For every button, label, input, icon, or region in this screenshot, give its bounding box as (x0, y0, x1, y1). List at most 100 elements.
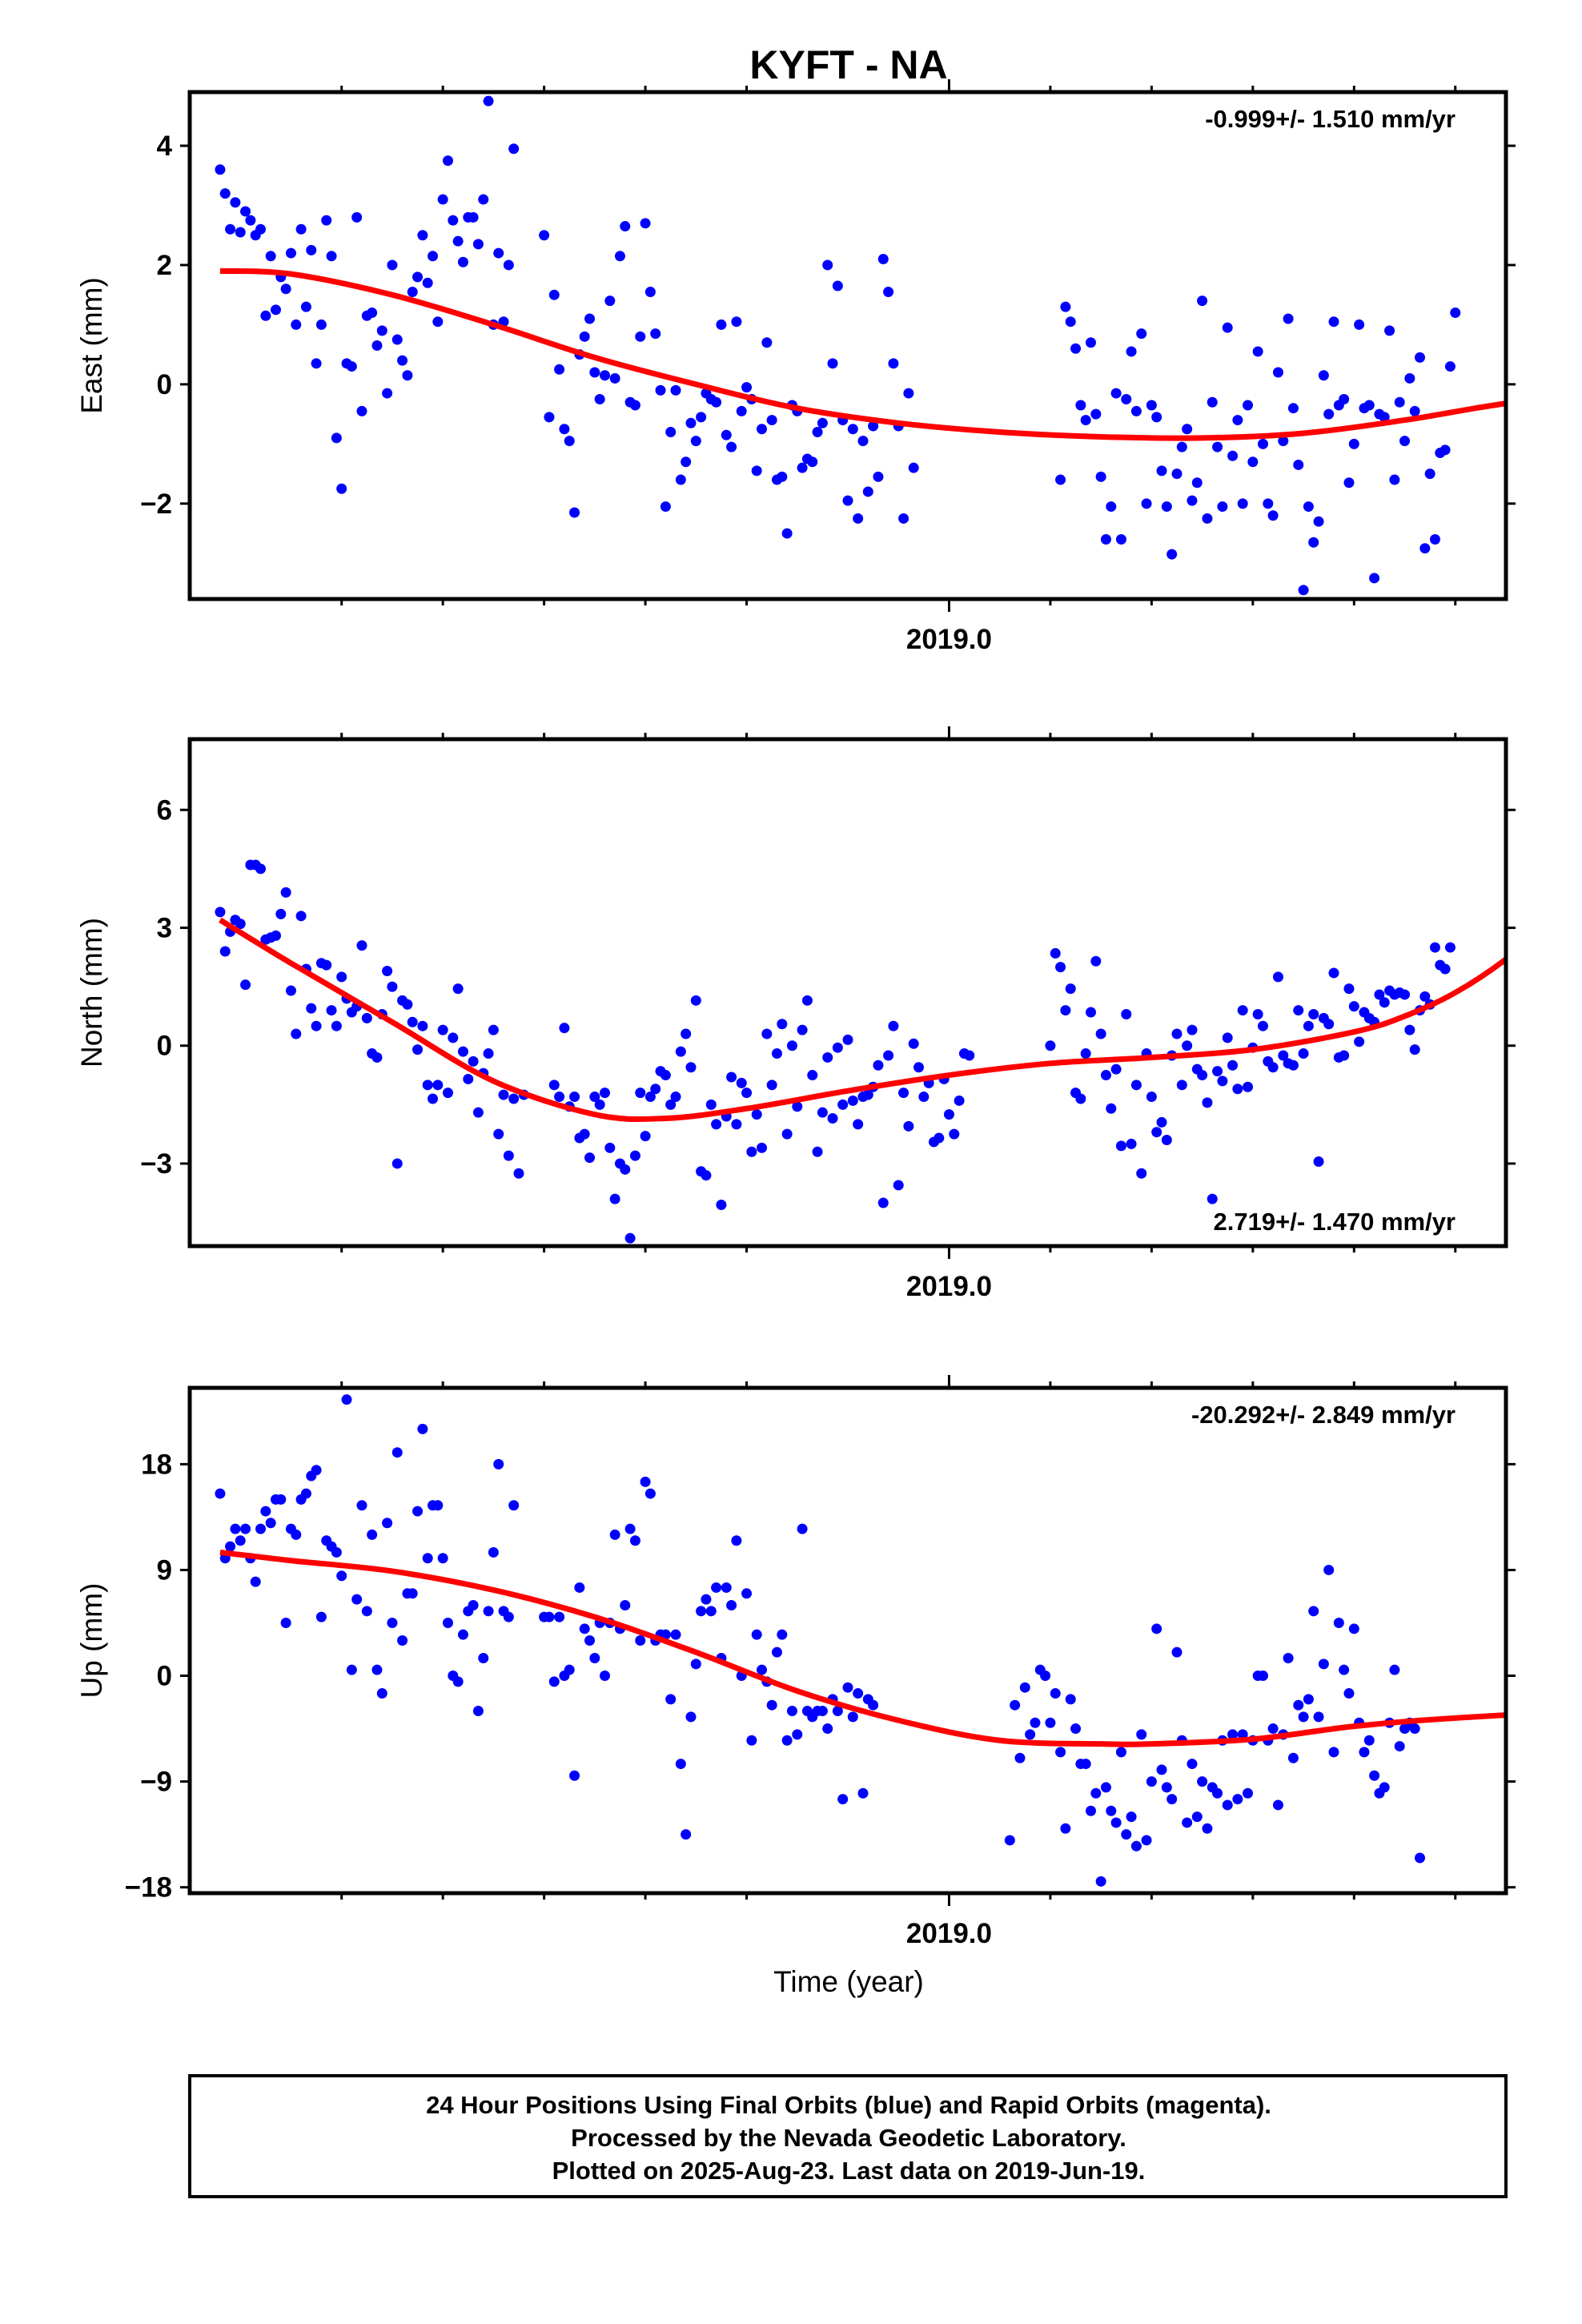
data-point (690, 436, 701, 447)
data-point (797, 1024, 808, 1035)
data-point (1287, 403, 1299, 414)
data-point (1171, 468, 1182, 480)
data-point (746, 1146, 757, 1157)
data-point (1106, 501, 1117, 513)
data-point (857, 1787, 869, 1799)
data-point (230, 197, 241, 208)
data-point (265, 251, 276, 262)
data-point (1293, 459, 1304, 470)
data-point (949, 1128, 960, 1140)
data-point (219, 946, 231, 957)
data-point (665, 426, 677, 437)
data-point (442, 155, 453, 167)
data-point (801, 995, 813, 1006)
data-point (311, 1020, 322, 1031)
data-point (1095, 1876, 1106, 1887)
data-point (842, 495, 853, 506)
data-point (1045, 1040, 1056, 1051)
data-point (655, 384, 666, 396)
data-point (280, 283, 291, 295)
data-point (1182, 1817, 1193, 1828)
data-point (817, 1107, 828, 1118)
data-point (493, 1128, 504, 1140)
data-point (1389, 474, 1400, 485)
data-point (376, 1688, 387, 1699)
data-point (432, 1080, 444, 1091)
panel-up: 18 9 0 −9 −18 2019.0 Up (mm) -20.292+/- 2.849 m… (75, 1375, 1516, 1949)
data-point (1136, 1729, 1147, 1740)
data-point (341, 1394, 352, 1405)
data-point (1141, 498, 1152, 509)
data-point (832, 1042, 843, 1053)
data-point (868, 1699, 879, 1711)
data-point (1025, 1729, 1036, 1740)
data-point (620, 1164, 631, 1175)
data-point (726, 1072, 737, 1083)
data-point (1293, 1005, 1304, 1016)
data-point (285, 247, 296, 259)
data-point (1409, 1044, 1420, 1055)
data-point (888, 1020, 899, 1031)
data-point (1095, 471, 1106, 482)
data-point (448, 215, 459, 226)
data-point (853, 1688, 864, 1699)
data-point (1576, 287, 1582, 297)
data-point (255, 1523, 267, 1534)
data-point (786, 1040, 797, 1051)
data-point (569, 507, 580, 518)
data-point (1369, 573, 1380, 584)
data-point (766, 1699, 777, 1711)
data-point (371, 1664, 383, 1675)
data-point (1313, 516, 1324, 527)
data-point (1354, 1036, 1365, 1047)
data-point (629, 400, 640, 411)
data-point (761, 337, 773, 348)
data-point (862, 486, 873, 497)
data-point (225, 223, 236, 235)
data-point (235, 1535, 246, 1546)
data-point (503, 259, 514, 271)
data-point (1065, 316, 1076, 328)
data-point (1308, 1008, 1319, 1019)
data-point (1348, 1623, 1359, 1634)
data-point (1151, 1127, 1162, 1138)
data-point (726, 441, 737, 452)
data-point (1010, 1699, 1021, 1711)
data-point (903, 1120, 914, 1132)
data-point (746, 1735, 757, 1746)
data-point (1339, 1050, 1350, 1061)
data-point (356, 1500, 367, 1511)
data-point (1333, 1617, 1344, 1628)
data-point (331, 1020, 342, 1031)
data-point (391, 334, 403, 345)
data-point (1243, 1081, 1254, 1092)
data-point (478, 194, 489, 205)
data-points (215, 1394, 1426, 1887)
data-point (1050, 1688, 1061, 1699)
data-point (1121, 1008, 1132, 1019)
data-point (1156, 1116, 1167, 1128)
data-point (1090, 1787, 1102, 1799)
data-point (731, 1119, 742, 1130)
data-point (635, 1635, 646, 1646)
data-point (1207, 1193, 1218, 1204)
data-point (1227, 1059, 1239, 1071)
data-point (1415, 352, 1426, 363)
data-point (1060, 1823, 1071, 1834)
data-point (685, 417, 697, 428)
data-point (934, 1132, 945, 1144)
data-point (640, 1476, 651, 1487)
data-point (544, 1611, 555, 1622)
data-point (1576, 789, 1582, 799)
data-point (1182, 1040, 1193, 1051)
data-point (356, 405, 367, 416)
data-point (766, 415, 777, 426)
x-tick-label: 2019.0 (906, 1271, 992, 1302)
y-tick-label: 3 (157, 913, 172, 944)
data-point (407, 286, 418, 297)
data-point (579, 1623, 590, 1634)
data-point (280, 887, 291, 898)
data-point (1278, 436, 1289, 447)
data-point (306, 1003, 317, 1014)
data-point (315, 319, 327, 330)
